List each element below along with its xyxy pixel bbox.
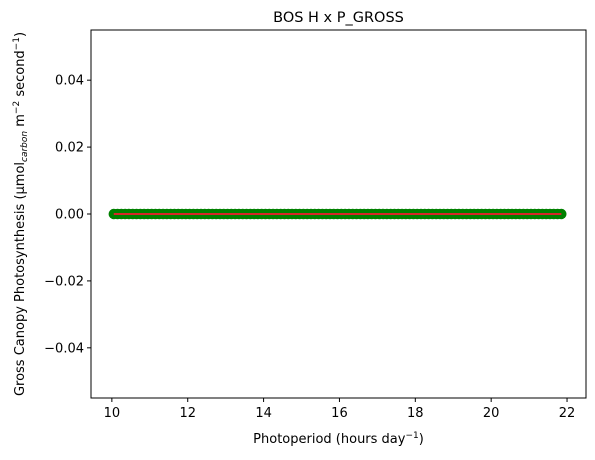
- x-tick-label: 22: [559, 406, 576, 421]
- x-tick-label: 12: [179, 406, 196, 421]
- x-tick-label: 16: [331, 406, 348, 421]
- y-axis-ticks: 0.04 0.02 0.00 −0.02 −0.04: [44, 74, 91, 356]
- x-axis-ticks: 10 12 14 16 18 20 22: [104, 398, 576, 421]
- y-tick-label: −0.02: [44, 274, 84, 289]
- chart-title: BOS H x P_GROSS: [273, 10, 404, 26]
- x-tick-label: 20: [483, 406, 500, 421]
- x-tick-label: 14: [255, 406, 272, 421]
- y-tick-label: 0.00: [55, 208, 84, 223]
- x-tick-label: 10: [104, 406, 121, 421]
- y-tick-label: 0.04: [55, 74, 84, 89]
- y-tick-label: 0.02: [55, 141, 84, 156]
- x-tick-label: 18: [407, 406, 424, 421]
- y-tick-label: −0.04: [44, 341, 84, 356]
- x-axis-label: Photoperiod (hours day−1): [253, 431, 424, 447]
- series-layer: [108, 208, 567, 220]
- y-axis-label: Gross Canopy Photosynthesis (µmolcarbon …: [12, 32, 30, 396]
